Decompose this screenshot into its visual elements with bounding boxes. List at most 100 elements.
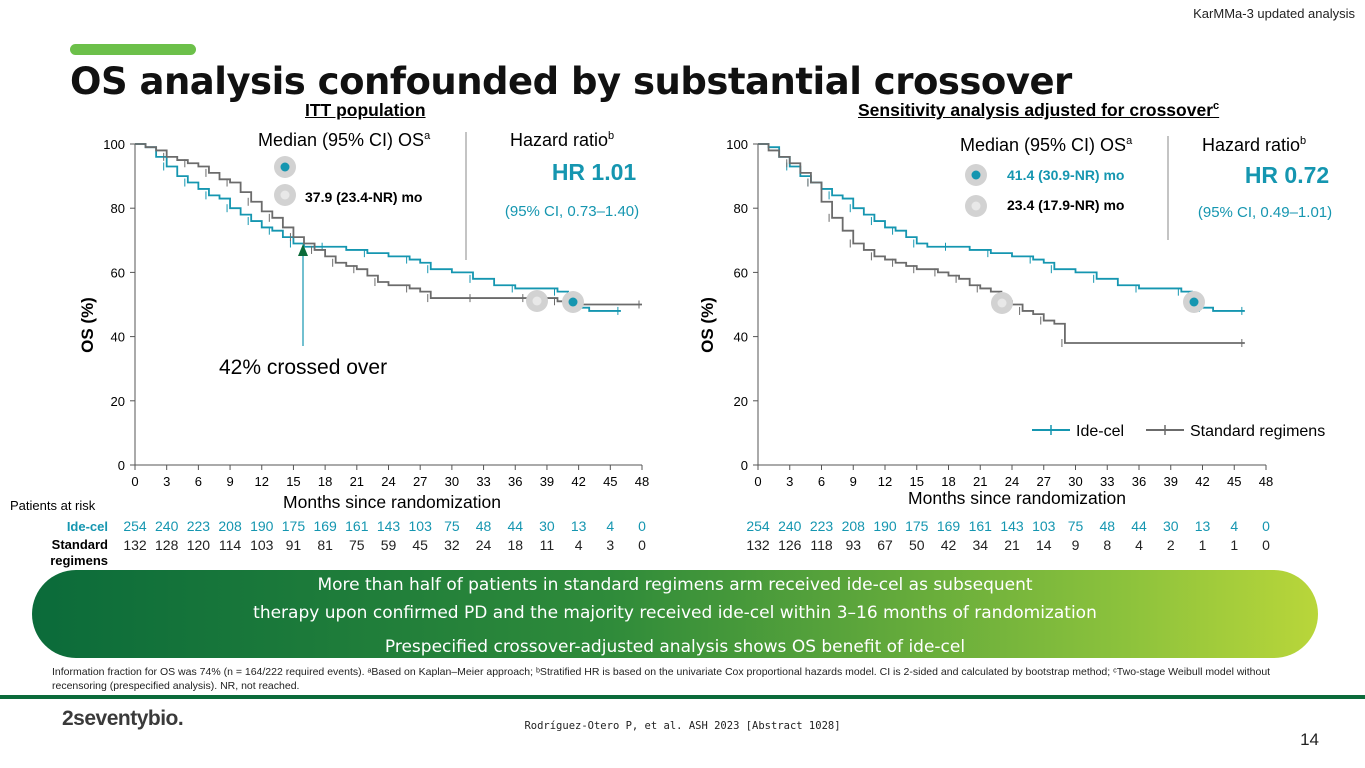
- left-risk-idecel-cell: 48: [475, 518, 492, 534]
- right-legend-idecel-dot-inner: [971, 170, 981, 180]
- left-risk-idecel-cell: 190: [250, 518, 274, 534]
- left-risk-idecel-cell: 75: [444, 518, 460, 534]
- right-risk-standard-cell: 1: [1198, 537, 1207, 553]
- left-series-group: [135, 143, 642, 315]
- crossover-arrow-head: [298, 244, 308, 256]
- right-ytick-label: 100: [726, 137, 748, 152]
- risk-label-standard: Standard regimens: [50, 537, 108, 568]
- footnote: Information fraction for OS was 74% (n =…: [52, 666, 1271, 692]
- right-risk-standard-cell: 93: [845, 537, 862, 553]
- right-risk-standard-cell: 34: [972, 537, 989, 553]
- right-xtick-label: 27: [1037, 474, 1051, 489]
- right-ytick-label: 80: [734, 201, 748, 216]
- right-xtick-label: 39: [1164, 474, 1178, 489]
- left-risk-standard-cell: 128: [155, 537, 179, 553]
- right-risk-standard-cell: 126: [778, 537, 802, 553]
- left-risk-standard-cell: 59: [380, 537, 397, 553]
- left-xtick-label: 18: [318, 474, 332, 489]
- right-xtick-label: 0: [754, 474, 761, 489]
- right-xtick-label: 15: [910, 474, 924, 489]
- right-series-standard: [758, 143, 1245, 344]
- right-y-axis-label: OS (%): [698, 297, 717, 353]
- left-risk-idecel-cell: 143: [376, 518, 401, 534]
- left-median-value: 37.9 (23.4-NR) mo: [305, 189, 422, 205]
- left-xtick-label: 21: [350, 474, 364, 489]
- right-xtick-label: 9: [850, 474, 857, 489]
- citation: Rodríguez-Otero P, et al. ASH 2023 [Abst…: [524, 720, 841, 732]
- left-x-ticks: 0 3 6 9 12 15 18 21 24 27 30 33 36 39 42 45 48: [131, 465, 649, 489]
- left-xtick-label: 42: [571, 474, 585, 489]
- right-median-std-dot-inner: [997, 298, 1007, 308]
- right-xtick-label: 18: [941, 474, 955, 489]
- left-risk-standard-cell: 81: [317, 537, 333, 553]
- right-median-label: Median (95% CI) OSa: [960, 135, 1133, 155]
- right-xtick-label: 45: [1227, 474, 1241, 489]
- left-risk-idecel-cell: 13: [570, 518, 587, 534]
- right-risk-idecel-cell: 254: [746, 518, 770, 534]
- right-xtick-label: 6: [818, 474, 825, 489]
- left-risk-standard-cell: 11: [539, 537, 555, 553]
- left-risk-standard-cell: 132: [123, 537, 147, 553]
- left-risk-standard-cell: 0: [638, 537, 646, 553]
- right-risk-idecel-cell: 175: [905, 518, 929, 534]
- left-median-std-dot-inner: [532, 296, 542, 306]
- left-median-label: Median (95% CI) OSa: [258, 130, 431, 150]
- right-ytick-label: 0: [741, 458, 748, 473]
- right-risk-standard-cell: 1: [1230, 537, 1239, 553]
- right-risk-idecel-cell: 0: [1262, 518, 1270, 534]
- key-message-banner: More than half of patients in standard r…: [32, 570, 1318, 658]
- banner-line-3: Prespecified crossover-adjusted analysis…: [384, 637, 966, 657]
- right-xtick-label: 36: [1132, 474, 1146, 489]
- right-hr-value: HR 0.72: [1245, 162, 1329, 188]
- left-risk-idecel-cell: 0: [638, 518, 646, 534]
- right-risk-standard-cell: 0: [1262, 537, 1270, 553]
- right-xtick-label: 21: [973, 474, 987, 489]
- left-risk-standard-cell: 120: [186, 537, 211, 553]
- right-xtick-label: 24: [1005, 474, 1019, 489]
- left-xtick-label: 15: [286, 474, 300, 489]
- right-series-group: [758, 143, 1245, 348]
- left-hr-value: HR 1.01: [552, 159, 637, 185]
- left-risk-standard-cell: 32: [444, 537, 460, 553]
- right-risk-idecel-cell: 143: [1000, 518, 1024, 534]
- right-xtick-label: 30: [1068, 474, 1082, 489]
- right-xtick-label: 42: [1195, 474, 1209, 489]
- right-risk-idecel-cell: 161: [968, 518, 992, 534]
- right-risk-standard-cell: 67: [877, 537, 893, 553]
- right-risk-standard-cell: 9: [1071, 537, 1080, 553]
- left-xtick-label: 3: [163, 474, 170, 489]
- right-risk-standard-cell: 42: [940, 537, 957, 553]
- left-series-standard: [135, 143, 642, 306]
- right-risk-standard-cell: 118: [810, 537, 833, 553]
- left-xtick-label: 36: [508, 474, 522, 489]
- right-median-idecel-dot-inner: [1189, 297, 1199, 307]
- right-risk-standard-cell: 50: [908, 537, 925, 553]
- left-risk-standard-cell: 75: [349, 537, 365, 553]
- left-risk-standard-cell: 91: [285, 537, 302, 553]
- left-hr-ci: (95% CI, 0.73–1.40): [505, 203, 639, 220]
- right-risk-idecel-cell: 30: [1162, 518, 1179, 534]
- right-ytick-label: 20: [734, 394, 748, 409]
- left-xtick-label: 33: [476, 474, 490, 489]
- left-y-ticks: 0 20 40 60 80 100: [103, 137, 135, 473]
- right-xtick-label: 3: [786, 474, 793, 489]
- left-ytick-label: 80: [111, 201, 125, 216]
- risk-header: Patients at risk: [10, 498, 96, 513]
- left-xtick-label: 24: [381, 474, 395, 489]
- left-risk-standard-cell: 4: [574, 537, 583, 553]
- left-ytick-label: 0: [118, 458, 125, 473]
- left-risk-idecel-cell: 208: [218, 518, 242, 534]
- left-risk-idecel-cell: 240: [155, 518, 179, 534]
- left-legend-idecel-dot-inner: [280, 162, 290, 172]
- left-xtick-label: 30: [445, 474, 459, 489]
- left-ytick-label: 40: [111, 330, 125, 345]
- crossover-note: 42% crossed over: [219, 356, 387, 379]
- left-ytick-label: 20: [111, 394, 125, 409]
- left-xtick-label: 48: [635, 474, 649, 489]
- left-risk-standard-cell: 24: [475, 537, 492, 553]
- left-legend-std-dot-inner: [280, 190, 290, 200]
- left-xtick-label: 9: [226, 474, 233, 489]
- right-risk-idecel-cell: 48: [1099, 518, 1116, 534]
- right-median-standard: 23.4 (17.9-NR) mo: [1007, 197, 1124, 213]
